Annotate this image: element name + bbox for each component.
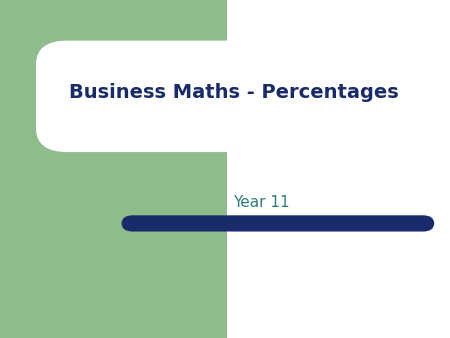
FancyBboxPatch shape [36,41,432,152]
Text: Business Maths - Percentages: Business Maths - Percentages [69,83,399,102]
Bar [0,0,227,338]
FancyBboxPatch shape [122,215,434,232]
Text: Year 11: Year 11 [233,195,289,210]
